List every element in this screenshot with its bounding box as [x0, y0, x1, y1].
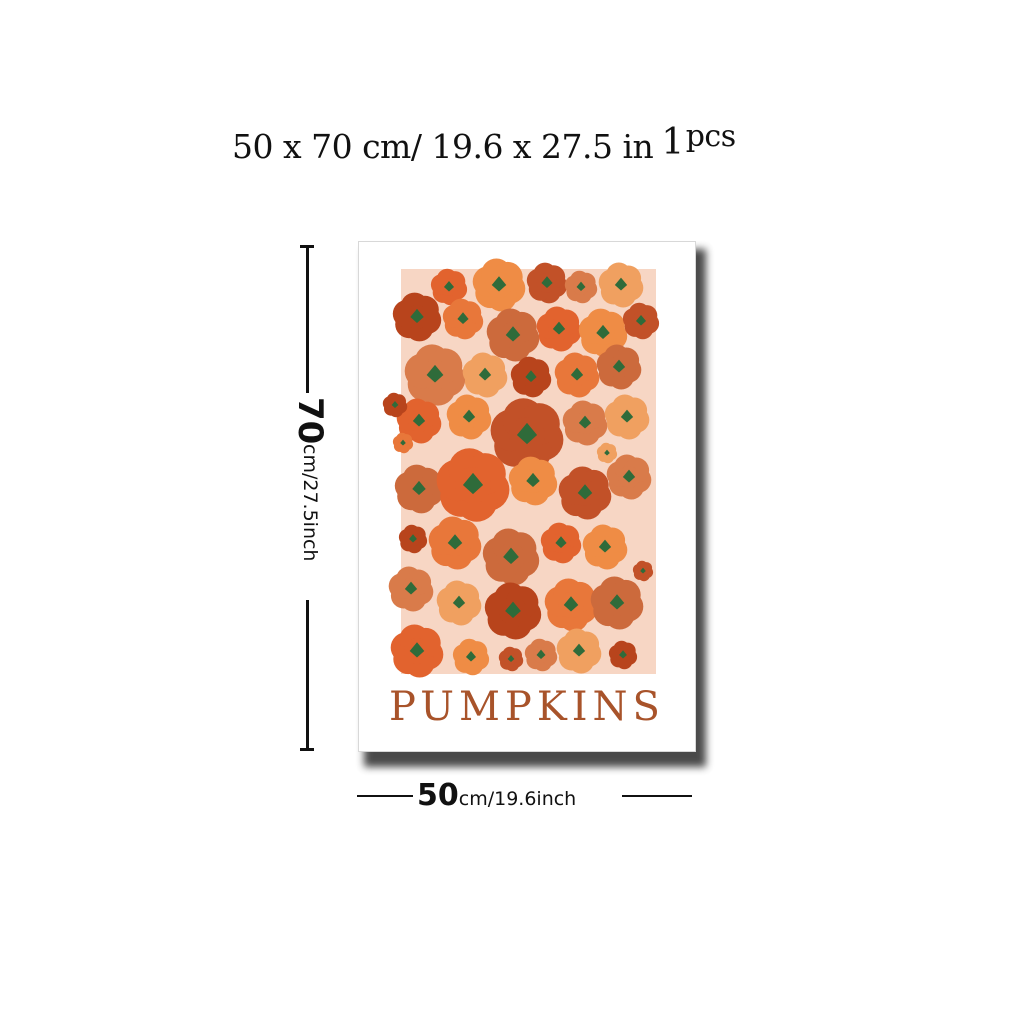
pumpkin-pattern [382, 258, 660, 678]
height-dimension-line-bottom [306, 600, 309, 750]
pumpkin-icon [452, 638, 490, 676]
pumpkin-icon [392, 292, 442, 342]
size-cm-text: 50 x 70 cm/ [232, 127, 422, 166]
size-headline: 50 x 70 cm/19.6 x 27.5 in 1pcs [232, 119, 736, 167]
pumpkin-icon [404, 344, 466, 406]
pumpkin-icon [388, 566, 434, 612]
poster-canvas: PUMPKINS [358, 241, 696, 752]
size-inch-text: 19.6 x 27.5 in [431, 127, 654, 166]
height-number: 70 [290, 397, 330, 445]
pumpkin-icon [482, 528, 540, 586]
width-dimension-label: 50cm/19.6inch [417, 778, 576, 813]
pumpkin-icon [390, 624, 444, 678]
pumpkin-icon [508, 456, 558, 506]
pumpkin-icon [442, 298, 484, 340]
pumpkin-icon [632, 560, 654, 582]
height-cap-bottom [300, 748, 314, 751]
pumpkin-artwork [382, 258, 660, 678]
pumpkin-icon [392, 432, 414, 454]
pumpkin-icon [484, 582, 542, 640]
pumpkin-icon [582, 524, 628, 570]
pumpkin-icon [608, 640, 638, 670]
pumpkin-icon [436, 580, 482, 626]
width-number: 50 [417, 778, 459, 813]
pumpkin-icon [510, 356, 552, 398]
height-dimension-line-top [306, 246, 309, 393]
pumpkin-icon [578, 308, 628, 358]
pumpkin-icon [558, 466, 612, 520]
pumpkin-icon [472, 258, 526, 312]
pumpkin-icon [436, 448, 510, 522]
width-dimension-line-right [622, 795, 692, 797]
pumpkin-icon [540, 522, 582, 564]
height-unit: cm/27.5inch [299, 444, 321, 562]
width-dimension-line-left [357, 795, 413, 797]
pumpkin-icon [562, 400, 608, 446]
pumpkin-icon [536, 306, 582, 352]
pumpkin-icon [398, 524, 428, 554]
pumpkin-icon [596, 344, 642, 390]
pumpkin-icon [622, 302, 660, 340]
pumpkin-icon [486, 308, 540, 362]
pumpkin-icon [490, 398, 564, 472]
pumpkin-icon [430, 268, 468, 306]
pumpkin-icon [428, 516, 482, 570]
pumpkin-icon [590, 576, 644, 630]
pumpkin-icon [596, 442, 618, 464]
pumpkin-icon [556, 628, 602, 674]
pumpkin-icon [394, 464, 444, 514]
pumpkin-icon [526, 262, 568, 304]
pumpkin-icon [604, 394, 650, 440]
width-unit: cm/19.6inch [458, 788, 577, 810]
pumpkin-icon [462, 352, 508, 398]
pumpkin-icon [544, 578, 598, 632]
pumpkin-icon [498, 646, 524, 672]
height-dimension-label: 70 cm/27.5inch [290, 397, 330, 597]
pumpkin-icon [606, 454, 652, 500]
pumpkin-icon [396, 398, 442, 444]
quantity-number: 1 [661, 122, 684, 163]
poster-title: PUMPKINS [389, 684, 665, 730]
pumpkin-icon [598, 262, 644, 308]
pumpkin-icon [554, 352, 600, 398]
pumpkin-icon [382, 392, 408, 418]
pumpkin-icon [446, 394, 492, 440]
quantity-unit: pcs [685, 119, 736, 154]
pumpkin-icon [524, 638, 558, 672]
pumpkin-icon [564, 270, 598, 304]
